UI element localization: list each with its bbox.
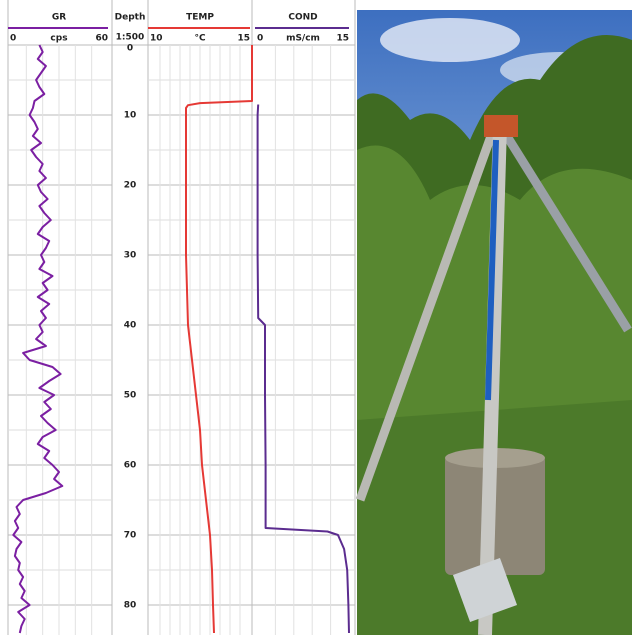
x-max-label: 60 — [95, 34, 108, 44]
depth-label: 50 — [124, 391, 137, 401]
unit-label: °C — [194, 34, 206, 44]
log-frame — [7, 0, 356, 635]
depth-label: 10 — [124, 111, 137, 121]
log-curve — [185, 45, 253, 634]
x-min-label: 0 — [10, 34, 16, 44]
x-min-label: 0 — [257, 34, 263, 44]
depth-label: 40 — [124, 321, 137, 331]
depth-title: Depth — [115, 13, 146, 23]
x-max-label: 15 — [237, 34, 250, 44]
unit-label: mS/cm — [286, 34, 320, 44]
track-title: TEMP — [186, 13, 214, 23]
depth-label: 60 — [124, 461, 137, 471]
depth-label: 80 — [124, 601, 137, 611]
depth-label: 0 — [127, 44, 133, 54]
photo — [355, 10, 632, 635]
depth-label: 30 — [124, 251, 137, 261]
track-title: COND — [288, 13, 317, 23]
unit-label: cps — [50, 34, 67, 44]
x-min-label: 10 — [150, 34, 163, 44]
track-title: GR — [52, 13, 66, 23]
log-curve — [12, 44, 64, 634]
depth-scale: 1:500 — [116, 33, 145, 43]
depth-label: 70 — [124, 531, 137, 541]
log-curve — [256, 104, 350, 634]
x-max-label: 15 — [336, 34, 349, 44]
depth-label: 20 — [124, 181, 137, 191]
